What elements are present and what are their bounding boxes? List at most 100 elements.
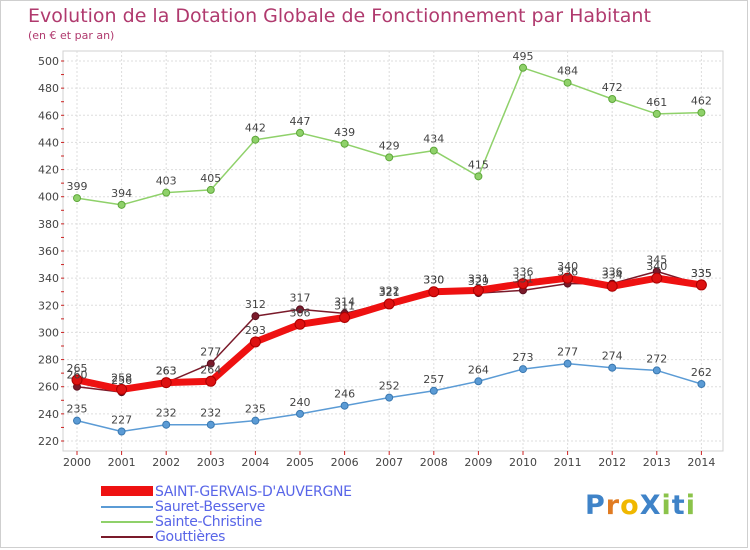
data-label-saint-gervais-d-auvergne: 293 [245,324,266,337]
data-point-sauret-besserve [73,416,81,425]
data-label-saint-gervais-d-auvergne: 306 [290,306,311,319]
legend-swatch [101,506,153,508]
data-label-saint-gervais-d-auvergne: 334 [602,268,623,281]
data-label-sauret-besserve: 272 [646,352,667,365]
data-label-goutti-res: 256 [111,374,132,387]
x-tick-label: 2010 [509,456,537,469]
data-label-goutti-res: 329 [468,275,489,288]
y-tick-label: 340 [38,272,59,285]
x-tick-label: 2006 [331,456,359,469]
data-point-sauret-besserve [563,359,572,368]
data-point-sainte-christine [162,188,171,197]
data-point-saint-gervais-d-auvergne [249,336,261,348]
data-label-sauret-besserve: 264 [468,363,489,376]
data-label-sauret-besserve: 232 [200,407,221,420]
data-point-saint-gervais-d-auvergne [606,280,618,292]
data-label-saint-gervais-d-auvergne: 311 [334,300,355,313]
data-point-saint-gervais-d-auvergne [205,375,217,387]
logo-letter: r [605,490,621,521]
data-point-sainte-christine [340,139,349,148]
data-label-sauret-besserve: 273 [513,351,534,364]
legend-label: SAINT-GERVAIS-D'AUVERGNE [155,484,352,500]
logo-letter: i [661,490,672,521]
data-label-sainte-christine: 461 [646,96,667,109]
data-label-saint-gervais-d-auvergne: 321 [379,286,400,299]
y-tick-label: 500 [38,55,59,68]
data-label-sainte-christine: 442 [245,122,266,135]
data-point-sauret-besserve [251,416,260,425]
data-point-saint-gervais-d-auvergne [339,312,351,323]
data-label-saint-gervais-d-auvergne: 340 [557,260,578,273]
legend-label: Sainte-Christine [155,514,263,530]
data-point-sainte-christine [608,95,617,103]
x-tick-label: 2009 [464,456,492,469]
data-point-saint-gervais-d-auvergne [294,318,306,330]
y-tick-label: 360 [38,245,59,258]
data-label-goutti-res: 330 [423,274,444,287]
data-label-sauret-besserve: 274 [602,350,623,363]
data-point-sainte-christine [519,63,527,72]
data-label-sainte-christine: 399 [67,180,88,193]
data-label-saint-gervais-d-auvergne: 340 [646,260,667,273]
data-point-sainte-christine [385,153,394,162]
logo-letter: X [639,490,662,521]
data-point-saint-gervais-d-auvergne [517,278,529,290]
data-label-sauret-besserve: 262 [691,366,712,379]
data-point-sainte-christine [429,146,438,155]
data-point-saint-gervais-d-auvergne [562,272,574,284]
data-point-saint-gervais-d-auvergne [651,272,663,284]
data-label-goutti-res: 322 [379,285,400,298]
chart-subtitle: (en € et par an) [28,29,115,42]
y-tick-label: 480 [38,82,59,95]
data-label-saint-gervais-d-auvergne: 264 [200,363,221,376]
proxiti-logo: ProXiti [585,490,696,521]
data-label-saint-gervais-d-auvergne: 263 [156,365,177,378]
data-point-sauret-besserve [474,377,483,386]
x-tick-label: 2013 [643,456,671,469]
data-point-sainte-christine [251,135,260,144]
logo-letter: o [620,490,640,521]
legend-swatch [101,536,153,538]
data-label-sauret-besserve: 235 [245,403,266,416]
y-tick-label: 300 [38,326,59,339]
data-point-sainte-christine [296,128,304,137]
x-tick-label: 2012 [598,456,626,469]
data-point-sainte-christine [697,108,706,117]
data-label-goutti-res: 260 [67,369,88,382]
data-point-sauret-besserve [519,365,527,374]
data-point-sainte-christine [474,172,483,181]
data-label-sauret-besserve: 235 [67,403,88,416]
data-label-sainte-christine: 472 [602,81,623,94]
data-point-sainte-christine [117,200,126,209]
data-point-sainte-christine [563,78,572,87]
data-label-goutti-res: 263 [156,365,177,378]
data-point-sauret-besserve [117,427,126,436]
data-point-goutti-res [206,359,215,368]
x-tick-label: 2014 [687,456,715,469]
data-point-sauret-besserve [162,420,171,429]
data-label-sauret-besserve: 232 [156,407,177,420]
data-point-sauret-besserve [652,366,661,375]
y-tick-label: 260 [38,381,59,394]
data-label-sainte-christine: 439 [334,126,355,139]
y-tick-label: 380 [38,218,59,231]
data-label-sainte-christine: 495 [513,50,534,63]
y-tick-label: 280 [38,354,59,367]
data-label-goutti-res: 317 [290,291,311,304]
data-label-saint-gervais-d-auvergne: 258 [111,371,132,384]
data-point-sauret-besserve [206,420,215,429]
x-tick-label: 2008 [420,456,448,469]
y-tick-label: 400 [38,191,59,204]
logo-letter: P [585,490,606,521]
x-tick-label: 2001 [108,456,136,469]
data-point-sauret-besserve [340,401,349,410]
data-label-sauret-besserve: 277 [557,346,578,359]
y-tick-label: 420 [38,164,59,177]
data-point-sauret-besserve [296,409,304,418]
data-label-sauret-besserve: 240 [290,396,311,409]
x-tick-label: 2007 [375,456,403,469]
x-tick-label: 2011 [554,456,582,469]
data-point-saint-gervais-d-auvergne [71,374,83,386]
data-point-saint-gervais-d-auvergne [428,286,440,298]
